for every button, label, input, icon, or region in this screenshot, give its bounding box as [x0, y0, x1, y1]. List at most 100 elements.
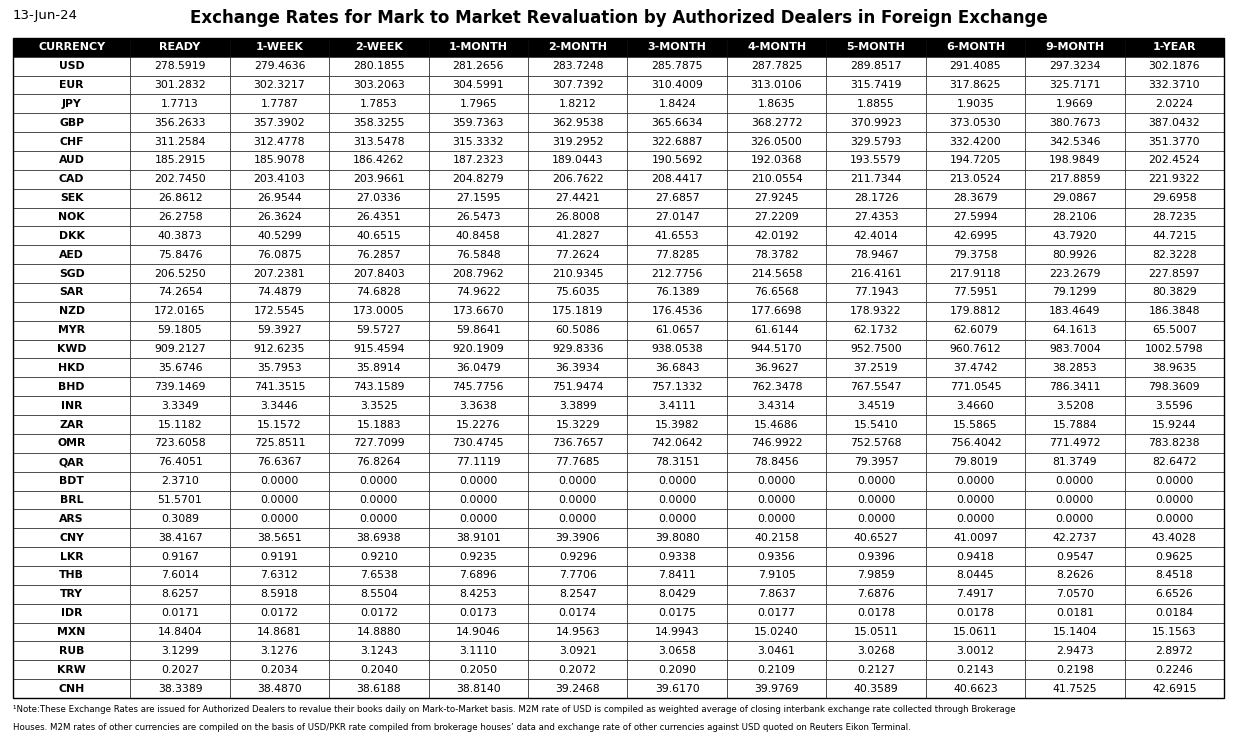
Text: 80.3829: 80.3829 — [1152, 288, 1196, 297]
Text: 303.2063: 303.2063 — [353, 80, 404, 90]
Text: 177.6698: 177.6698 — [751, 306, 803, 316]
Bar — [1124, 509, 1223, 529]
Bar — [1025, 585, 1124, 604]
Bar — [230, 151, 329, 170]
Text: 28.7235: 28.7235 — [1152, 212, 1196, 222]
Text: 3.3446: 3.3446 — [261, 401, 298, 410]
Bar — [329, 94, 428, 113]
Text: 0.0000: 0.0000 — [956, 495, 995, 505]
Text: 302.3217: 302.3217 — [254, 80, 306, 90]
Text: 6-MONTH: 6-MONTH — [946, 42, 1004, 53]
Bar — [727, 321, 826, 340]
Bar — [727, 453, 826, 471]
Text: 762.3478: 762.3478 — [751, 382, 803, 392]
Text: 723.6058: 723.6058 — [155, 438, 205, 448]
Bar — [130, 302, 230, 321]
Text: 1.9669: 1.9669 — [1056, 99, 1094, 109]
Bar — [230, 358, 329, 377]
Text: 3.4519: 3.4519 — [857, 401, 894, 410]
Bar — [428, 396, 528, 415]
Text: QAR: QAR — [58, 457, 84, 467]
Text: 183.4649: 183.4649 — [1049, 306, 1101, 316]
Text: 37.2519: 37.2519 — [854, 363, 898, 373]
Text: 938.0538: 938.0538 — [652, 344, 703, 354]
Bar — [329, 377, 428, 396]
Bar — [230, 642, 329, 660]
Bar — [627, 151, 727, 170]
Text: 28.2106: 28.2106 — [1053, 212, 1097, 222]
Bar — [230, 170, 329, 189]
Bar — [925, 623, 1025, 642]
Text: 302.1876: 302.1876 — [1148, 61, 1200, 71]
Bar — [130, 75, 230, 94]
Bar — [528, 208, 627, 227]
Text: 39.3906: 39.3906 — [555, 532, 600, 543]
Bar — [826, 434, 925, 453]
Text: 15.1563: 15.1563 — [1152, 627, 1196, 637]
Bar — [14, 604, 130, 623]
Bar — [130, 358, 230, 377]
Bar — [925, 471, 1025, 490]
Text: ARS: ARS — [59, 514, 84, 524]
Bar — [428, 358, 528, 377]
Bar — [727, 113, 826, 132]
Text: 36.9627: 36.9627 — [755, 363, 799, 373]
Bar — [727, 170, 826, 189]
Bar — [1124, 547, 1223, 566]
Text: 960.7612: 960.7612 — [950, 344, 1001, 354]
Text: SGD: SGD — [59, 269, 84, 279]
Text: 212.7756: 212.7756 — [652, 269, 703, 279]
Bar — [627, 660, 727, 679]
Bar — [1124, 151, 1223, 170]
Bar — [627, 471, 727, 490]
Text: 356.2633: 356.2633 — [155, 117, 205, 128]
Bar — [329, 679, 428, 698]
Bar — [329, 453, 428, 471]
Text: 730.4745: 730.4745 — [453, 438, 505, 448]
Bar — [230, 604, 329, 623]
Text: 0.9547: 0.9547 — [1056, 551, 1094, 562]
Text: 313.0106: 313.0106 — [751, 80, 803, 90]
Text: 315.3332: 315.3332 — [453, 136, 503, 147]
Text: 0.0000: 0.0000 — [459, 514, 497, 524]
Text: 912.6235: 912.6235 — [254, 344, 306, 354]
Bar — [130, 604, 230, 623]
Bar — [14, 75, 130, 94]
Bar — [1025, 340, 1124, 358]
Text: 7.6312: 7.6312 — [261, 571, 298, 581]
Text: 8.5504: 8.5504 — [360, 590, 398, 599]
Bar — [130, 113, 230, 132]
Text: 370.9923: 370.9923 — [850, 117, 902, 128]
Text: 0.0000: 0.0000 — [757, 476, 795, 486]
Text: 0.0175: 0.0175 — [658, 608, 696, 618]
Text: 27.6857: 27.6857 — [654, 194, 699, 203]
Text: 3.0921: 3.0921 — [559, 646, 596, 656]
Text: 75.8476: 75.8476 — [158, 250, 203, 260]
Bar — [428, 113, 528, 132]
Text: 28.3679: 28.3679 — [954, 194, 998, 203]
Text: 0.0000: 0.0000 — [559, 476, 597, 486]
Bar — [627, 38, 727, 56]
Bar — [627, 434, 727, 453]
Text: 7.6538: 7.6538 — [360, 571, 398, 581]
Bar — [627, 604, 727, 623]
Text: 0.0000: 0.0000 — [857, 514, 896, 524]
Text: 0.0000: 0.0000 — [757, 514, 795, 524]
Bar — [14, 38, 1223, 698]
Text: 13-Jun-24: 13-Jun-24 — [14, 9, 78, 22]
Text: 194.7205: 194.7205 — [950, 155, 1001, 166]
Bar — [925, 113, 1025, 132]
Text: 751.9474: 751.9474 — [552, 382, 604, 392]
Text: Houses. M2M rates of other currencies are compiled on the basis of USD/PKR rate : Houses. M2M rates of other currencies ar… — [14, 722, 910, 731]
Text: 221.9322: 221.9322 — [1148, 174, 1200, 184]
Text: 208.4417: 208.4417 — [652, 174, 703, 184]
Text: Exchange Rates for Mark to Market Revaluation by Authorized Dealers in Foreign E: Exchange Rates for Mark to Market Revalu… — [189, 9, 1048, 27]
Bar — [727, 529, 826, 547]
Bar — [230, 56, 329, 75]
Text: 15.9244: 15.9244 — [1152, 419, 1196, 429]
Text: 2.3710: 2.3710 — [161, 476, 199, 486]
Text: 42.6995: 42.6995 — [954, 231, 998, 241]
Text: 745.7756: 745.7756 — [453, 382, 503, 392]
Text: 27.5994: 27.5994 — [954, 212, 998, 222]
Text: 0.9418: 0.9418 — [956, 551, 995, 562]
